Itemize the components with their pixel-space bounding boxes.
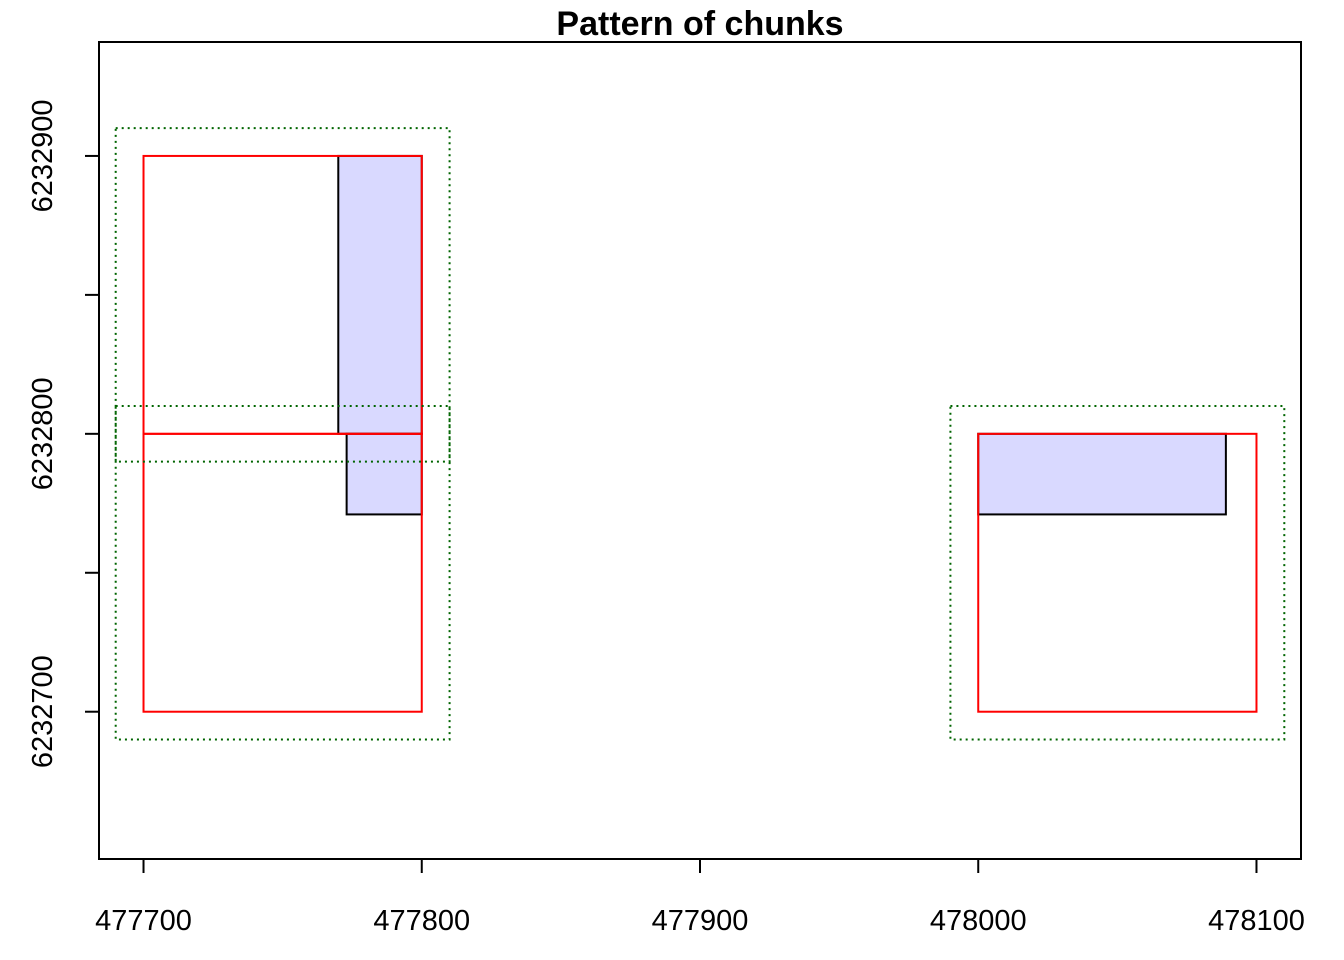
x-tick-label-478000: 478000 bbox=[930, 905, 1027, 937]
x-tick-label-477700: 477700 bbox=[95, 905, 192, 937]
coverage-area-1 bbox=[337, 154, 423, 435]
y-tick-label-6232900: 6232900 bbox=[27, 99, 59, 212]
chunk-buffer-1 bbox=[114, 127, 451, 463]
x-tick-label-477900: 477900 bbox=[652, 905, 749, 937]
y-tick-label-6232800: 6232800 bbox=[27, 377, 59, 490]
plot-marks bbox=[114, 127, 1286, 741]
x-tick-label-478100: 478100 bbox=[1208, 905, 1305, 937]
chunk-buffer-2 bbox=[114, 405, 451, 741]
chunk-3 bbox=[977, 432, 1258, 713]
y-tick-label-6232700: 6232700 bbox=[27, 655, 59, 768]
x-axis: 477700 477800 477900 478000 478100 bbox=[95, 858, 1305, 937]
coverage-area-3 bbox=[977, 432, 1227, 516]
chart-title: Pattern of chunks bbox=[556, 5, 843, 43]
y-axis: 6232700 6232800 6232900 bbox=[27, 99, 100, 768]
x-tick-label-477800: 477800 bbox=[373, 905, 470, 937]
coverage-area-2 bbox=[345, 432, 423, 516]
chunk-buffer-3 bbox=[949, 405, 1286, 741]
chunk-2 bbox=[142, 432, 423, 713]
